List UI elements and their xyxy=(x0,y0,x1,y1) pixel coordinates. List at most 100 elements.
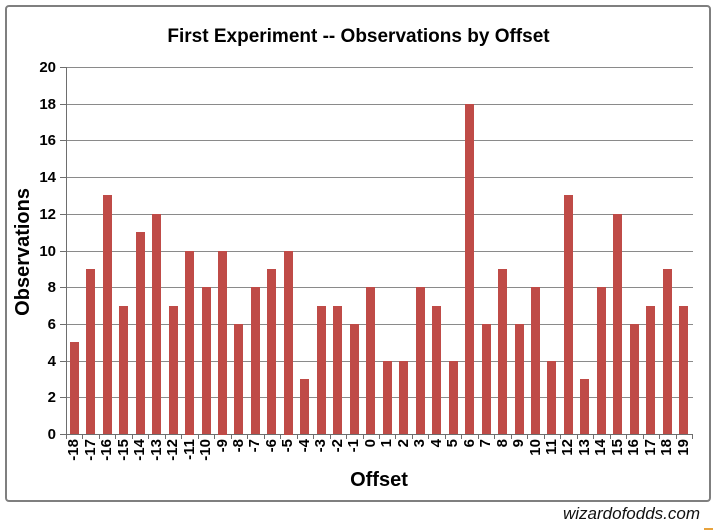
bar-2 xyxy=(399,361,408,434)
y-tick-mark xyxy=(60,104,66,105)
x-tick-label: 19 xyxy=(675,439,692,456)
bar--5 xyxy=(284,251,293,435)
x-tick-label: -17 xyxy=(82,439,99,461)
y-tick-mark xyxy=(60,287,66,288)
x-tick-mark xyxy=(280,435,281,439)
x-tick-label: -14 xyxy=(131,439,148,461)
x-tick-mark xyxy=(461,435,462,439)
bar--8 xyxy=(234,324,243,434)
bar-19 xyxy=(679,306,688,434)
x-tick-label: -13 xyxy=(148,439,165,461)
bar-11 xyxy=(547,361,556,434)
x-tick-mark xyxy=(428,435,429,439)
bar-16 xyxy=(630,324,639,434)
x-tick-mark xyxy=(247,435,248,439)
bar-3 xyxy=(416,287,425,434)
x-axis-title: Offset xyxy=(350,469,408,491)
x-tick-label: -15 xyxy=(115,439,132,461)
x-tick-label: -16 xyxy=(98,439,115,461)
x-tick-mark xyxy=(165,435,166,439)
y-tick-label: 0 xyxy=(47,426,56,443)
bar--17 xyxy=(86,269,95,434)
bar--1 xyxy=(350,324,359,434)
bar--16 xyxy=(103,195,112,434)
x-axis-line xyxy=(66,434,693,435)
gridline-y-10 xyxy=(67,251,693,252)
y-tick-label: 8 xyxy=(47,279,56,296)
corner-dash xyxy=(704,528,713,530)
x-tick-mark xyxy=(478,435,479,439)
x-tick-label: 8 xyxy=(494,439,511,448)
x-tick-label: 6 xyxy=(461,439,478,448)
x-tick-mark xyxy=(231,435,232,439)
x-tick-mark xyxy=(511,435,512,439)
y-tick-label: 18 xyxy=(39,96,56,113)
x-tick-label: -12 xyxy=(164,439,181,461)
bar-6 xyxy=(465,104,474,434)
gridline-y-20 xyxy=(67,67,693,68)
x-tick-mark xyxy=(132,435,133,439)
x-tick-mark xyxy=(379,435,380,439)
x-tick-mark xyxy=(676,435,677,439)
gridline-y-2 xyxy=(67,397,693,398)
bar--11 xyxy=(185,251,194,435)
bar-0 xyxy=(366,287,375,434)
bar--10 xyxy=(202,287,211,434)
y-tick-mark xyxy=(60,177,66,178)
x-tick-mark xyxy=(297,435,298,439)
bar-18 xyxy=(663,269,672,434)
x-tick-mark xyxy=(692,435,693,439)
bar--3 xyxy=(317,306,326,434)
x-tick-label: 17 xyxy=(642,439,659,456)
bar--15 xyxy=(119,306,128,434)
bar-8 xyxy=(498,269,507,434)
bar--18 xyxy=(70,342,79,434)
x-tick-mark xyxy=(412,435,413,439)
y-axis-line xyxy=(66,67,67,435)
x-tick-label: -5 xyxy=(279,439,296,453)
bar--12 xyxy=(169,306,178,434)
x-tick-label: -3 xyxy=(312,439,329,453)
x-tick-label: 9 xyxy=(510,439,527,448)
x-tick-label: -18 xyxy=(65,439,82,461)
y-tick-mark xyxy=(60,361,66,362)
y-tick-mark xyxy=(60,251,66,252)
y-tick-label: 2 xyxy=(47,389,56,406)
bar--7 xyxy=(251,287,260,434)
y-tick-label: 14 xyxy=(39,169,56,186)
x-tick-mark xyxy=(66,435,67,439)
x-tick-mark xyxy=(181,435,182,439)
x-tick-label: -6 xyxy=(263,439,280,453)
x-tick-label: -4 xyxy=(296,439,313,453)
x-tick-label: -1 xyxy=(345,439,362,453)
x-tick-mark xyxy=(445,435,446,439)
x-tick-mark xyxy=(643,435,644,439)
bar--9 xyxy=(218,251,227,435)
x-tick-mark xyxy=(593,435,594,439)
gridline-y-12 xyxy=(67,214,693,215)
bar-4 xyxy=(432,306,441,434)
x-tick-mark xyxy=(626,435,627,439)
x-tick-label: 0 xyxy=(362,439,379,448)
x-tick-mark xyxy=(544,435,545,439)
x-tick-label: -7 xyxy=(246,439,263,453)
x-tick-label: -8 xyxy=(230,439,247,453)
x-tick-label: 7 xyxy=(477,439,494,448)
x-tick-label: 13 xyxy=(576,439,593,456)
bar-12 xyxy=(564,195,573,434)
x-tick-label: -9 xyxy=(214,439,231,453)
gridline-y-14 xyxy=(67,177,693,178)
chart-frame xyxy=(5,5,711,502)
x-tick-mark xyxy=(527,435,528,439)
bar--4 xyxy=(300,379,309,434)
x-tick-label: 14 xyxy=(592,439,609,456)
x-tick-mark xyxy=(560,435,561,439)
gridline-y-18 xyxy=(67,104,693,105)
x-tick-label: 12 xyxy=(559,439,576,456)
x-tick-mark xyxy=(395,435,396,439)
bar-7 xyxy=(482,324,491,434)
y-tick-label: 16 xyxy=(39,132,56,149)
chart-title: First Experiment -- Observations by Offs… xyxy=(167,26,550,47)
x-tick-mark xyxy=(82,435,83,439)
x-tick-mark xyxy=(346,435,347,439)
